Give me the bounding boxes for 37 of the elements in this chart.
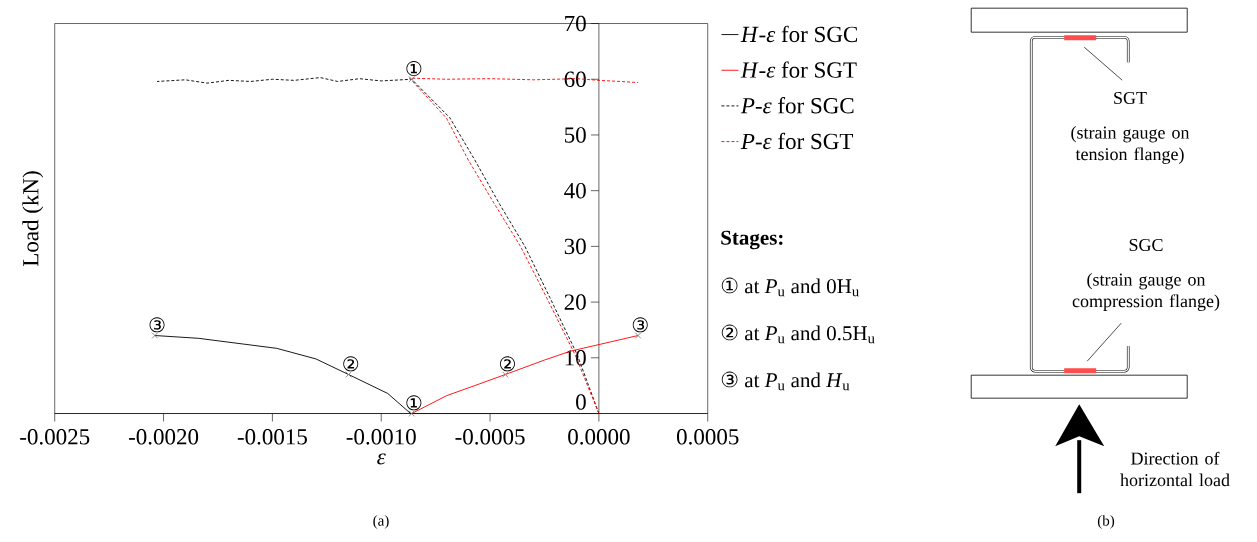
y-tick-label: 10 [565, 350, 586, 366]
annotation: ② [499, 356, 515, 372]
x-tick-label: 0.0000 [568, 429, 630, 445]
x-axis-title: ε [377, 453, 386, 465]
text: (a) [373, 515, 389, 529]
y-tick-label: 30 [564, 238, 586, 255]
x-tick-label: -0.0005 [455, 429, 525, 445]
x-tick-label: 0.0005 [676, 429, 739, 445]
text: SGT [1114, 91, 1147, 105]
y-tick-label: 20 [564, 294, 586, 310]
text: ① at P$_{u}$ and 0H$_{u}$ [721, 277, 859, 297]
x-tick-label: -0.0020 [128, 429, 199, 445]
text: (b) [1097, 515, 1115, 529]
legend-label: H-ε for SGC [740, 25, 858, 43]
annotation: ② [343, 356, 359, 372]
legend-label: P-ε for SGT [740, 132, 854, 150]
text: (strain gauge on tension flange) [1071, 126, 1190, 164]
text: (strain gauge on compression flange) [1072, 273, 1220, 311]
x-tick-label: -0.0015 [237, 429, 307, 445]
y-tick-label: 50 [565, 127, 586, 143]
y-axis-title: Load (kN) [22, 171, 44, 267]
y-tick-label: 40 [564, 182, 586, 199]
x-tick-label: -0.0010 [346, 429, 416, 445]
annotation: ③ [149, 317, 165, 333]
annotation: ① [406, 395, 422, 411]
y-tick-label: 0 [576, 394, 586, 410]
legend-label: P-ε for SGC [740, 97, 854, 114]
y-tick-label: 60 [564, 71, 586, 87]
text: ③ at P$_{u}$ and H$_{u}$ [721, 371, 850, 391]
text: Direction of horizontal load [1120, 451, 1230, 487]
annotation: ③ [632, 317, 648, 333]
text: SGC [1129, 238, 1163, 252]
legend-label: H-ε for SGT [740, 61, 857, 78]
annotation: ① [406, 61, 422, 77]
text: Stages: [721, 230, 783, 250]
text: ② at P$_{u}$ and 0.5H$_{u}$ [721, 324, 875, 344]
x-tick-label: -0.0025 [20, 429, 90, 445]
